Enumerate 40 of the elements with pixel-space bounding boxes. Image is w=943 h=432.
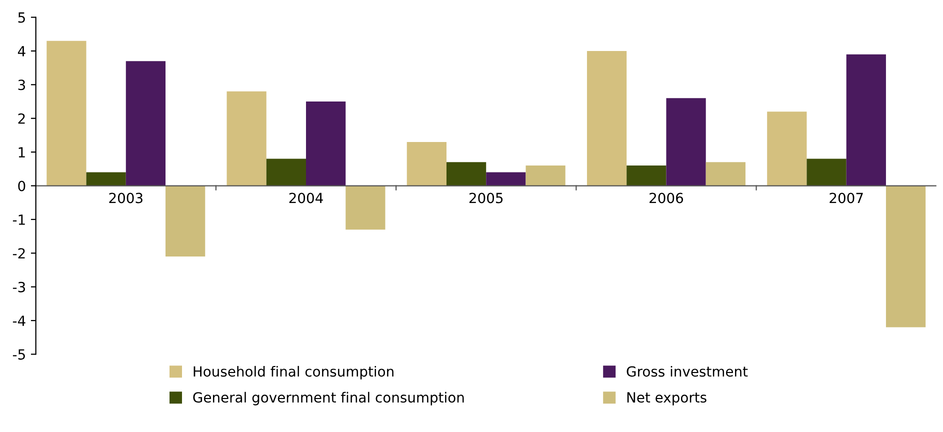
bar: [126, 61, 166, 186]
bar: [526, 166, 566, 186]
y-tick-label: 0: [18, 180, 26, 192]
bar: [306, 102, 346, 186]
y-tick-label: 4: [18, 46, 26, 56]
bar: [486, 172, 526, 186]
x-tick-label: 2006: [650, 192, 684, 204]
x-tick-label: 2004: [289, 192, 323, 204]
y-tick-label: 5: [18, 12, 25, 23]
bar: [586, 50, 627, 186]
y-tick-label: -2: [12, 248, 25, 258]
bar: [767, 112, 807, 186]
legend-label: Gross investment: [626, 366, 748, 377]
y-tick-label: -4: [12, 316, 26, 326]
bar: [886, 186, 926, 328]
bar: [846, 54, 886, 186]
bar: [226, 91, 266, 186]
x-tick-label: 2003: [109, 192, 142, 204]
y-tick-label: 2: [18, 113, 25, 124]
bar: [86, 172, 126, 186]
legend-label: General government final consumption: [193, 392, 464, 406]
y-tick-label: -1: [12, 214, 25, 225]
y-tick-label: 3: [18, 80, 25, 90]
x-tick-label: 2007: [830, 192, 863, 204]
bar: [706, 162, 746, 186]
legend-label: Net exports: [627, 392, 706, 406]
bar: [446, 162, 486, 186]
y-tick-label: 1: [18, 147, 25, 158]
bar: [666, 98, 706, 186]
bar: [46, 40, 86, 186]
legend-label: Household final consumption: [194, 366, 394, 380]
bar: [806, 158, 846, 186]
bar: [346, 186, 386, 230]
bar: [266, 158, 306, 186]
y-tick-label: -3: [12, 282, 25, 292]
bar: [406, 142, 446, 186]
bar: [626, 166, 666, 186]
bar: [166, 186, 206, 257]
y-tick-label: -5: [12, 349, 25, 360]
x-tick-label: 2005: [469, 192, 503, 204]
